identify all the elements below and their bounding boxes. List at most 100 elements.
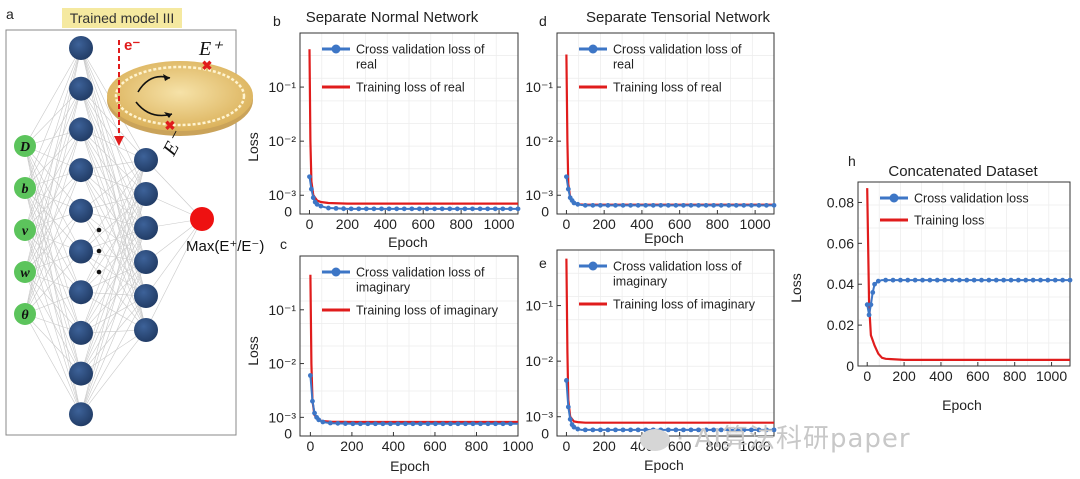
data-point xyxy=(341,206,346,212)
data-point xyxy=(564,378,569,383)
legend-label: Cross validation loss of imaginary xyxy=(613,260,742,289)
watermark: · AI算法科研paper xyxy=(640,418,911,455)
data-point xyxy=(934,277,940,283)
x-tick-label: 600 xyxy=(423,438,447,454)
legend-label: Cross validation loss xyxy=(914,192,1029,206)
data-point xyxy=(741,427,747,433)
data-point xyxy=(598,202,603,208)
x-axis-label: Epoch xyxy=(644,457,684,473)
connection-line xyxy=(80,291,147,331)
x-tick-label: 400 xyxy=(630,216,654,232)
connection-line xyxy=(24,145,82,211)
connection-line xyxy=(80,169,147,297)
connection-line xyxy=(80,261,147,415)
data-point xyxy=(571,424,577,430)
data-point xyxy=(308,186,314,192)
y-axis-label: Loss xyxy=(245,132,261,162)
data-point xyxy=(372,421,378,427)
x-tick-label: 600 xyxy=(412,216,436,232)
data-point xyxy=(1067,277,1073,283)
series-line xyxy=(309,375,518,425)
data-point xyxy=(590,202,596,208)
legend-label: Training loss of real xyxy=(613,81,722,95)
connection-line xyxy=(145,159,203,220)
connection-line xyxy=(24,229,82,415)
data-point xyxy=(696,202,701,208)
model-title: Trained model III xyxy=(70,10,175,26)
panel-letter-b: b xyxy=(273,13,281,29)
series-training xyxy=(308,49,518,205)
connection-line xyxy=(80,295,147,415)
data-point xyxy=(1001,277,1007,283)
data-point xyxy=(898,277,903,283)
data-point xyxy=(673,202,679,208)
y-tick-label: 10⁻³ xyxy=(268,409,296,425)
x-tick-label: 800 xyxy=(449,216,473,232)
legend-label-line: Cross validation loss of xyxy=(613,43,742,57)
chart-e: e0200400600800100010⁻³10⁻²10⁻¹0EpochCros… xyxy=(525,249,777,473)
e-plus-marker-icon: ✖ xyxy=(202,58,213,73)
connection-line xyxy=(80,227,147,334)
data-point xyxy=(756,427,762,433)
data-point xyxy=(912,277,918,283)
data-point xyxy=(1023,277,1029,283)
input-node-label: b xyxy=(22,182,29,197)
legend-label: Cross validation loss of real xyxy=(613,43,742,72)
x-tick-label: 0 xyxy=(306,216,314,232)
x-tick-label: 400 xyxy=(374,216,398,232)
data-point xyxy=(500,206,506,212)
legend-label-line: imaginary xyxy=(356,281,411,295)
data-point xyxy=(575,201,581,207)
connection-line xyxy=(80,88,147,195)
data-point xyxy=(508,206,513,212)
electron-arrow-head xyxy=(114,136,124,146)
x-axis-label: Epoch xyxy=(942,397,982,413)
chart-title: Concatenated Dataset xyxy=(888,163,1038,180)
x-tick-label: 1000 xyxy=(740,216,771,232)
data-point xyxy=(335,420,341,426)
chart-title: Separate Tensorial Network xyxy=(586,9,770,26)
data-point xyxy=(448,421,453,427)
plot-frame xyxy=(857,181,1071,367)
hidden-neuron xyxy=(69,402,93,427)
data-point xyxy=(564,174,569,180)
data-point xyxy=(756,202,762,208)
y-tick-label: 10⁻² xyxy=(525,353,553,369)
connection-line xyxy=(24,210,82,315)
connection-line xyxy=(80,193,147,374)
chart-d: d Separate Tensorial Network 0 200 400 600 800… xyxy=(525,9,777,246)
data-point xyxy=(703,427,709,433)
x-tick-label: 800 xyxy=(465,438,489,454)
y-tick-label: 10⁻¹ xyxy=(268,79,296,95)
chart-h: h Concatenated Dataset 0 200 400 600 800 1000 0 0… xyxy=(788,153,1073,413)
ellipsis-dots xyxy=(96,227,102,275)
panel-letter-e: e xyxy=(539,255,547,271)
data-point xyxy=(875,278,881,284)
connection-line xyxy=(80,129,147,229)
legend-marker xyxy=(588,261,598,271)
x-tick-label: 800 xyxy=(706,438,730,454)
connection-line xyxy=(80,159,147,252)
watermark-text: · AI算法科研paper xyxy=(676,424,911,454)
data-point xyxy=(605,427,611,433)
connection-line xyxy=(80,159,147,334)
connection-line xyxy=(24,251,82,315)
legend-label-line: Cross validation loss of xyxy=(356,266,485,280)
connection-line xyxy=(80,129,147,297)
data-point xyxy=(565,404,571,410)
plot-frame xyxy=(556,32,775,215)
connection-line xyxy=(24,229,82,293)
y-tick-label: 0 xyxy=(541,425,549,441)
data-point xyxy=(418,421,423,427)
y-tick-label: 10⁻³ xyxy=(525,187,553,203)
data-point xyxy=(403,421,408,427)
connection-line xyxy=(80,47,147,195)
data-point xyxy=(643,202,649,208)
resonator-disk: ✖ ✖ xyxy=(107,58,253,136)
y-tick-label: 10⁻³ xyxy=(268,187,296,203)
hidden-neuron xyxy=(69,158,93,183)
data-point xyxy=(582,427,588,433)
connection-line xyxy=(24,313,82,374)
input-node xyxy=(14,135,36,157)
